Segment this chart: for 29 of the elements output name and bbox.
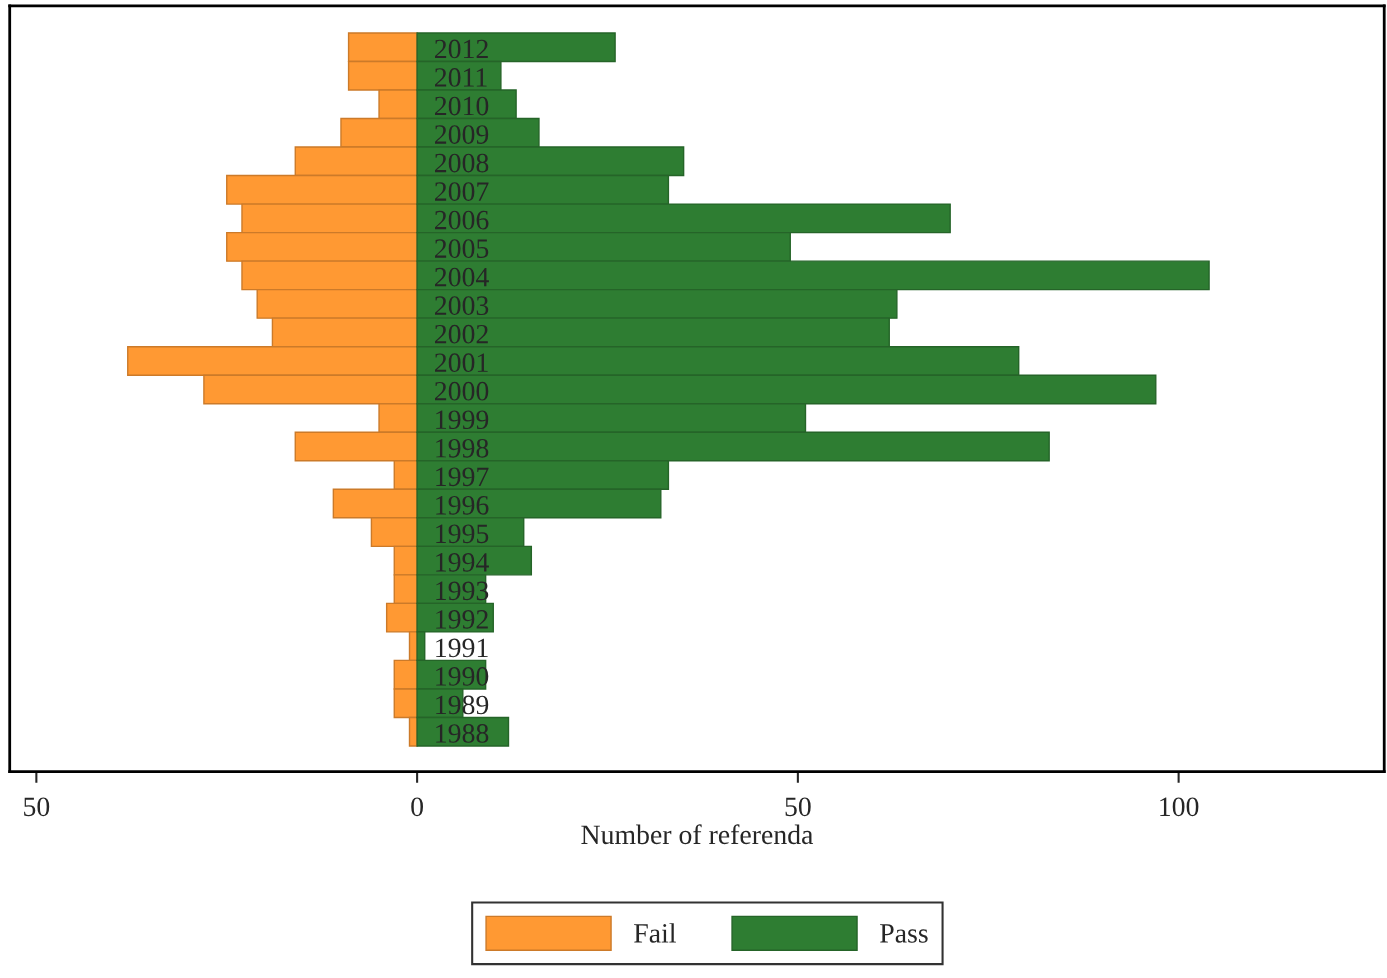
y-tick-label: 1997 <box>436 467 489 487</box>
y-tick-label: 1996 <box>436 496 489 515</box>
y-tick-label: 2005 <box>435 239 489 258</box>
legend-label: Pass <box>880 924 928 943</box>
y-tick-label: 1995 <box>436 524 489 544</box>
x-tick-label: 50 <box>24 797 50 817</box>
y-tick-label: 2003 <box>435 296 489 316</box>
x-axis-title: Number of referenda <box>581 824 814 845</box>
x-tick-label: 0 <box>411 797 423 817</box>
y-tick-label: 2011 <box>435 68 487 87</box>
y-tick-label: 1991 <box>436 638 488 658</box>
y-tick-label: 1988 <box>436 724 489 743</box>
y-tick-label: 2001 <box>435 353 488 373</box>
x-tick-label: 100 <box>1160 797 1199 817</box>
y-tick-label: 2007 <box>435 182 489 201</box>
y-tick-label: 1994 <box>436 553 489 572</box>
y-tick-label: 2012 <box>435 39 488 59</box>
x-tick-label: 50 <box>785 797 811 817</box>
y-tick-label: 2000 <box>435 381 489 401</box>
legend-label: Fail <box>634 923 676 943</box>
y-tick-label: 1992 <box>436 610 488 629</box>
y-tick-label: 2002 <box>435 324 488 344</box>
y-tick-label: 2004 <box>435 267 489 287</box>
y-tick-label: 2010 <box>435 96 489 116</box>
y-tick-label: 1999 <box>436 410 489 430</box>
y-tick-label: 2008 <box>435 153 489 173</box>
y-tick-label: 2009 <box>435 125 489 144</box>
y-tick-label: 2006 <box>435 210 489 230</box>
y-tick-label: 1998 <box>436 438 489 458</box>
